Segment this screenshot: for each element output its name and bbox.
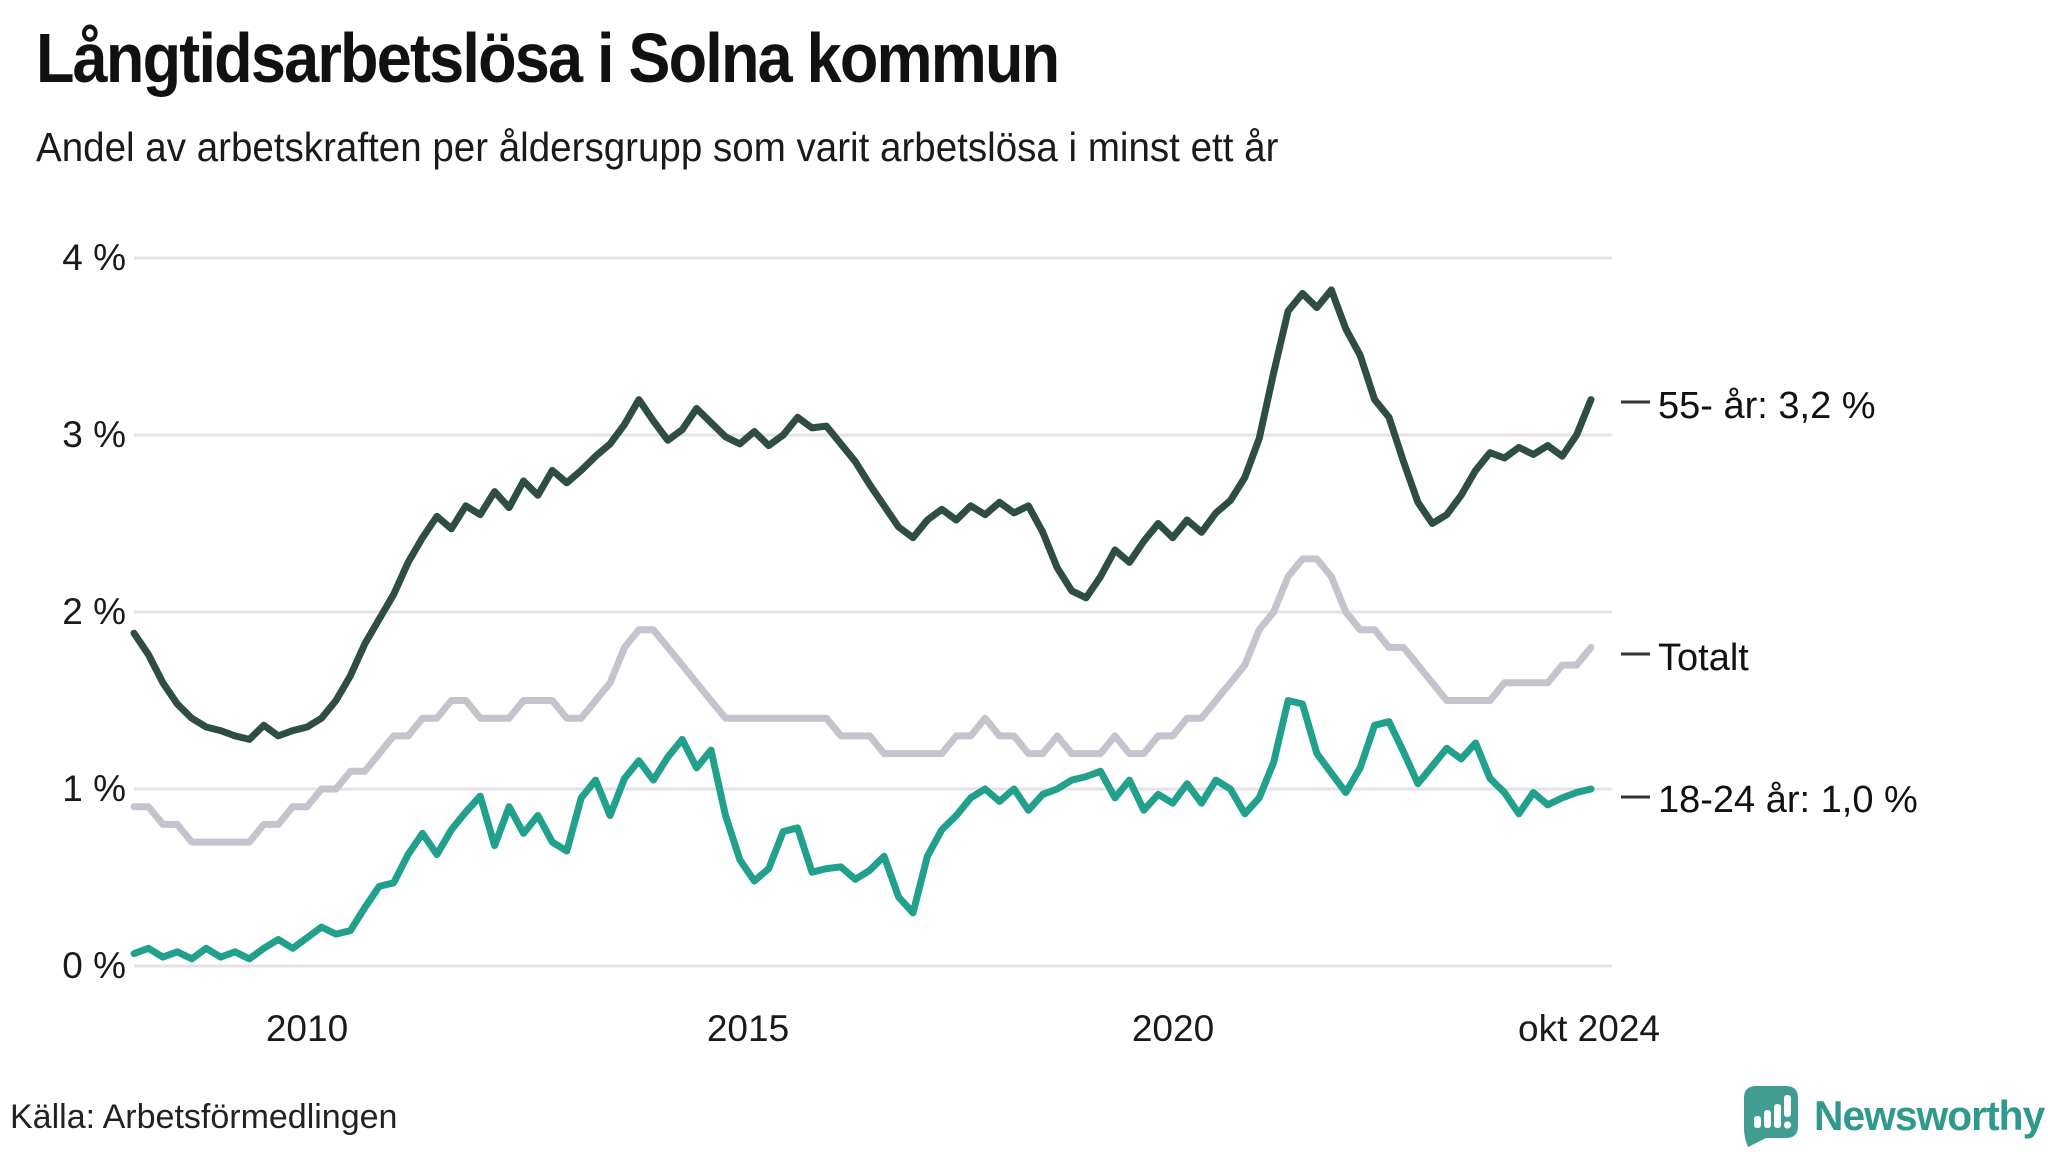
- x-axis-tick-2020: 2020: [1131, 1008, 1215, 1049]
- y-axis-tick-4: 4 %: [62, 237, 126, 278]
- series-label-totalt: Totalt: [1658, 637, 1749, 679]
- page-subtitle: Andel av arbetskraften per åldersgrupp s…: [36, 124, 1279, 170]
- newsworthy-icon: [1744, 1086, 1798, 1147]
- x-axis-tick-2010: 2010: [265, 1008, 349, 1049]
- series-line-18-24-år: [130, 697, 1595, 963]
- y-axis-tick-0: 0 %: [62, 945, 126, 986]
- x-axis-tick-2015: 2015: [706, 1008, 790, 1049]
- logo-exclamation-dot: [1783, 1121, 1792, 1129]
- series-line-Totalt: [130, 555, 1595, 846]
- source-attribution: Källa: Arbetsförmedlingen: [10, 1098, 398, 1136]
- series-line-55--år: [130, 286, 1595, 743]
- series-label-55-ar: 55- år: 3,2 %: [1658, 385, 1876, 427]
- y-axis-tick-1: 1 %: [62, 768, 126, 809]
- y-axis-tick-3: 3 %: [62, 414, 126, 455]
- logo-bar-2: [1764, 1110, 1771, 1128]
- logo-bar-1: [1754, 1116, 1761, 1128]
- newsworthy-wordmark: Newsworthy: [1814, 1092, 2045, 1139]
- logo-exclamation-bar: [1784, 1095, 1791, 1117]
- x-axis-tick-okt-2024: okt 2024: [1518, 1008, 1660, 1049]
- newsworthy-logo: Newsworthy: [1742, 1084, 2048, 1148]
- y-axis-tick-2: 2 %: [62, 591, 126, 632]
- page-title: Långtidsarbetslösa i Solna kommun: [36, 19, 1060, 97]
- logo-bar-3: [1774, 1104, 1781, 1128]
- series-label-18-24-ar: 18-24 år: 1,0 %: [1658, 779, 1918, 821]
